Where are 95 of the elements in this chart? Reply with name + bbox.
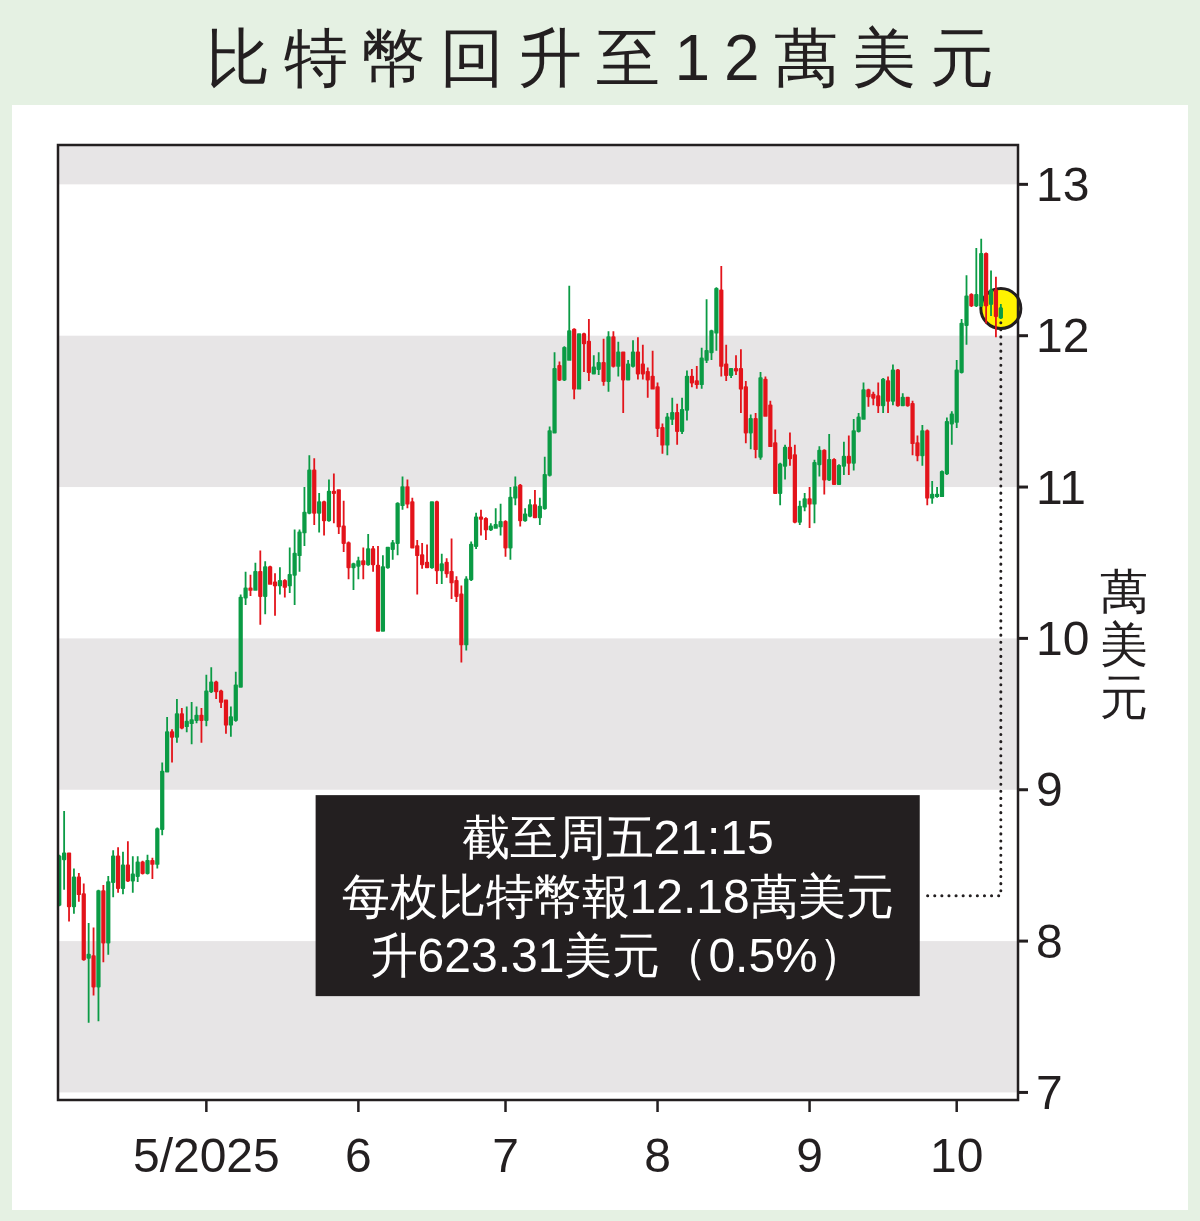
candlestick [719, 265, 724, 378]
x-tick-label: 7 [492, 1129, 519, 1182]
annotation: 升623.31美元（0.5%） [369, 928, 866, 982]
candlestick [321, 499, 327, 537]
candlestick [361, 546, 366, 581]
candlestick [277, 566, 283, 596]
candlestick [140, 859, 145, 876]
candlestick [91, 926, 96, 997]
candlestick [424, 543, 430, 569]
candlestick [748, 413, 753, 451]
candlestick [881, 377, 886, 414]
y-tick-label: 13 [1036, 157, 1090, 211]
candlestick [439, 552, 444, 585]
candlestick [606, 330, 611, 393]
candlestick [248, 573, 253, 597]
candlestick [86, 922, 91, 1024]
candlestick [532, 489, 538, 519]
candlestick [429, 501, 435, 570]
candlestick [930, 480, 935, 505]
candlestick [120, 850, 126, 896]
candlestick [822, 448, 827, 496]
candlestick [998, 303, 1003, 320]
candlestick [253, 561, 258, 591]
candlestick [317, 492, 322, 534]
candlestick [125, 840, 131, 883]
candlestick [503, 519, 508, 558]
candlestick [993, 275, 999, 339]
candlestick [478, 508, 484, 537]
candlestick [174, 698, 180, 744]
candlestick [988, 269, 994, 317]
candlestick [115, 846, 121, 894]
y-axis-title: 萬美元 [1100, 565, 1148, 724]
x-tick-label: 9 [796, 1129, 823, 1182]
candlestick [66, 852, 72, 923]
candlestick [675, 402, 680, 446]
y-tick-label: 11 [1036, 460, 1086, 514]
candlestick [611, 330, 616, 369]
candlestick [326, 478, 332, 523]
x-tick-label: 6 [345, 1129, 372, 1182]
candlestick [890, 363, 896, 407]
candlestick [557, 360, 562, 382]
candlestick [576, 333, 582, 390]
annotation: 每枚比特幣報12.18萬美元 [341, 869, 894, 923]
candlestick [920, 424, 925, 467]
candlestick [179, 707, 184, 731]
candlestick [145, 853, 150, 876]
y-tick-label: 8 [1036, 914, 1063, 968]
candlestick [827, 433, 832, 482]
y-tick-label: 12 [1036, 309, 1090, 363]
candlestick [925, 428, 930, 507]
x-tick-label: 5/2025 [132, 1129, 280, 1182]
candlestick [366, 533, 371, 567]
candlestick [895, 368, 900, 408]
candlestick [312, 457, 317, 526]
candlestick [621, 351, 626, 414]
candlestick [900, 392, 905, 407]
x-tick-label: 8 [644, 1129, 671, 1182]
candlestick [96, 888, 101, 1023]
candlestick [370, 545, 376, 573]
candlestick [694, 365, 699, 390]
candlestick [831, 457, 837, 485]
candlestick [572, 327, 577, 401]
candlestick [885, 375, 891, 414]
candlestick [282, 578, 287, 599]
annotation: 截至周五21:15 [461, 810, 774, 864]
candlestick [635, 336, 641, 381]
candlestick [866, 387, 871, 408]
candlestick [596, 351, 601, 376]
candlestick [518, 483, 523, 528]
candlestick [969, 292, 974, 308]
chart-title: 比特幣回升至12萬美元 [206, 22, 1008, 94]
candlestick [199, 707, 204, 744]
candlestick [846, 434, 851, 476]
y-tick-label: 7 [1036, 1065, 1063, 1119]
candlestick [498, 502, 503, 537]
candlestick [169, 728, 175, 764]
candlestick [263, 560, 268, 616]
candlestick [753, 411, 758, 460]
candlestick [807, 486, 812, 529]
candlestick [101, 884, 106, 964]
candlestick [258, 549, 263, 626]
candlestick [616, 340, 621, 378]
candlestick [728, 368, 734, 379]
candlestick [71, 867, 77, 915]
y-tick-label: 10 [1036, 611, 1090, 665]
candlestick [601, 337, 606, 387]
candlestick [150, 856, 155, 880]
candlestick [375, 545, 381, 632]
x-tick-label: 10 [930, 1129, 984, 1182]
candlestick [527, 498, 533, 519]
candlestick [586, 318, 592, 382]
candlestick [434, 499, 439, 585]
candlestick [984, 251, 989, 325]
candlestick [758, 371, 763, 461]
y-tick-label: 9 [1036, 763, 1063, 817]
